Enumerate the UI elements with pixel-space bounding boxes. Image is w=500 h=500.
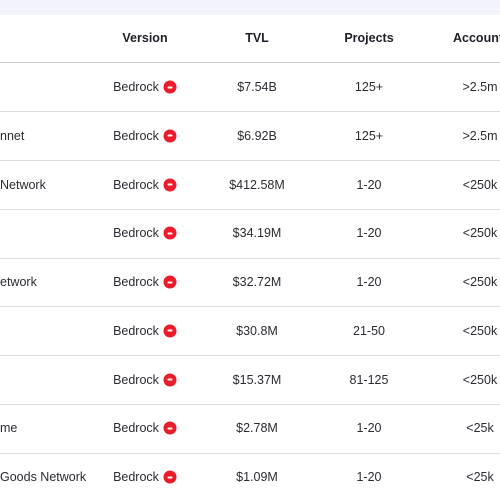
- projects: 125+: [354, 80, 384, 94]
- accounts: <25k: [466, 470, 494, 484]
- row-divider: [0, 355, 500, 357]
- network-name: etwork: [0, 275, 37, 289]
- tvl: $34.19M: [232, 226, 282, 241]
- op-badge: [163, 275, 177, 289]
- op-badge: [163, 226, 177, 240]
- version: Bedrock: [113, 372, 159, 387]
- column-header: TVL: [245, 31, 269, 45]
- row-divider: [0, 452, 500, 454]
- version: Bedrock: [113, 421, 159, 436]
- projects: 81-125: [349, 372, 389, 387]
- op-badge: [163, 80, 177, 94]
- network-name: Network: [0, 177, 46, 192]
- version: Bedrock: [113, 80, 159, 94]
- row-divider: [0, 403, 500, 405]
- column-header: Version: [122, 31, 168, 45]
- version: Bedrock: [113, 470, 159, 484]
- network-name: nnet: [0, 128, 25, 143]
- version: Bedrock: [113, 128, 159, 143]
- op-badge: [163, 470, 177, 484]
- row-divider: [0, 306, 500, 308]
- row-divider: [0, 257, 500, 259]
- projects: 21-50: [353, 323, 385, 338]
- op-badge: [163, 178, 177, 191]
- projects: 1-20: [356, 470, 382, 484]
- row-divider: [0, 111, 500, 113]
- projects: 1-20: [356, 421, 382, 436]
- header-divider: [0, 62, 500, 63]
- projects: 1-20: [356, 177, 382, 192]
- accounts: <250k: [462, 226, 498, 241]
- tvl: $7.54B: [237, 80, 277, 94]
- projects: 1-20: [356, 226, 382, 241]
- projects: 125+: [354, 128, 384, 143]
- tvl: $1.09M: [236, 470, 278, 484]
- accounts: <250k: [462, 177, 498, 192]
- accounts: <250k: [462, 323, 498, 338]
- tvl: $30.8M: [236, 323, 278, 338]
- op-badge: [163, 324, 177, 338]
- tvl: $32.72M: [232, 275, 282, 289]
- top-band: [0, 0, 500, 15]
- accounts: >2.5m: [462, 128, 498, 143]
- accounts: <25k: [466, 421, 494, 436]
- column-header: Projects: [344, 31, 394, 45]
- network-name: me: [0, 421, 18, 436]
- tvl: $412.58M: [229, 177, 285, 192]
- tvl: $2.78M: [236, 421, 278, 436]
- tvl: $6.92B: [237, 128, 277, 143]
- op-badge: [163, 373, 177, 386]
- op-badge: [163, 129, 177, 143]
- network-name: Goods Network: [0, 470, 87, 484]
- column-header: Account: [453, 31, 500, 45]
- version: Bedrock: [113, 177, 159, 192]
- row-divider: [0, 208, 500, 210]
- tvl: $15.37M: [232, 372, 282, 387]
- version: Bedrock: [113, 275, 159, 289]
- row-divider: [0, 160, 500, 162]
- accounts: <250k: [462, 372, 498, 387]
- version: Bedrock: [113, 226, 159, 241]
- version: Bedrock: [113, 323, 159, 338]
- accounts: <250k: [462, 275, 498, 289]
- op-badge: [163, 421, 177, 435]
- accounts: >2.5m: [462, 80, 498, 94]
- projects: 1-20: [356, 275, 382, 289]
